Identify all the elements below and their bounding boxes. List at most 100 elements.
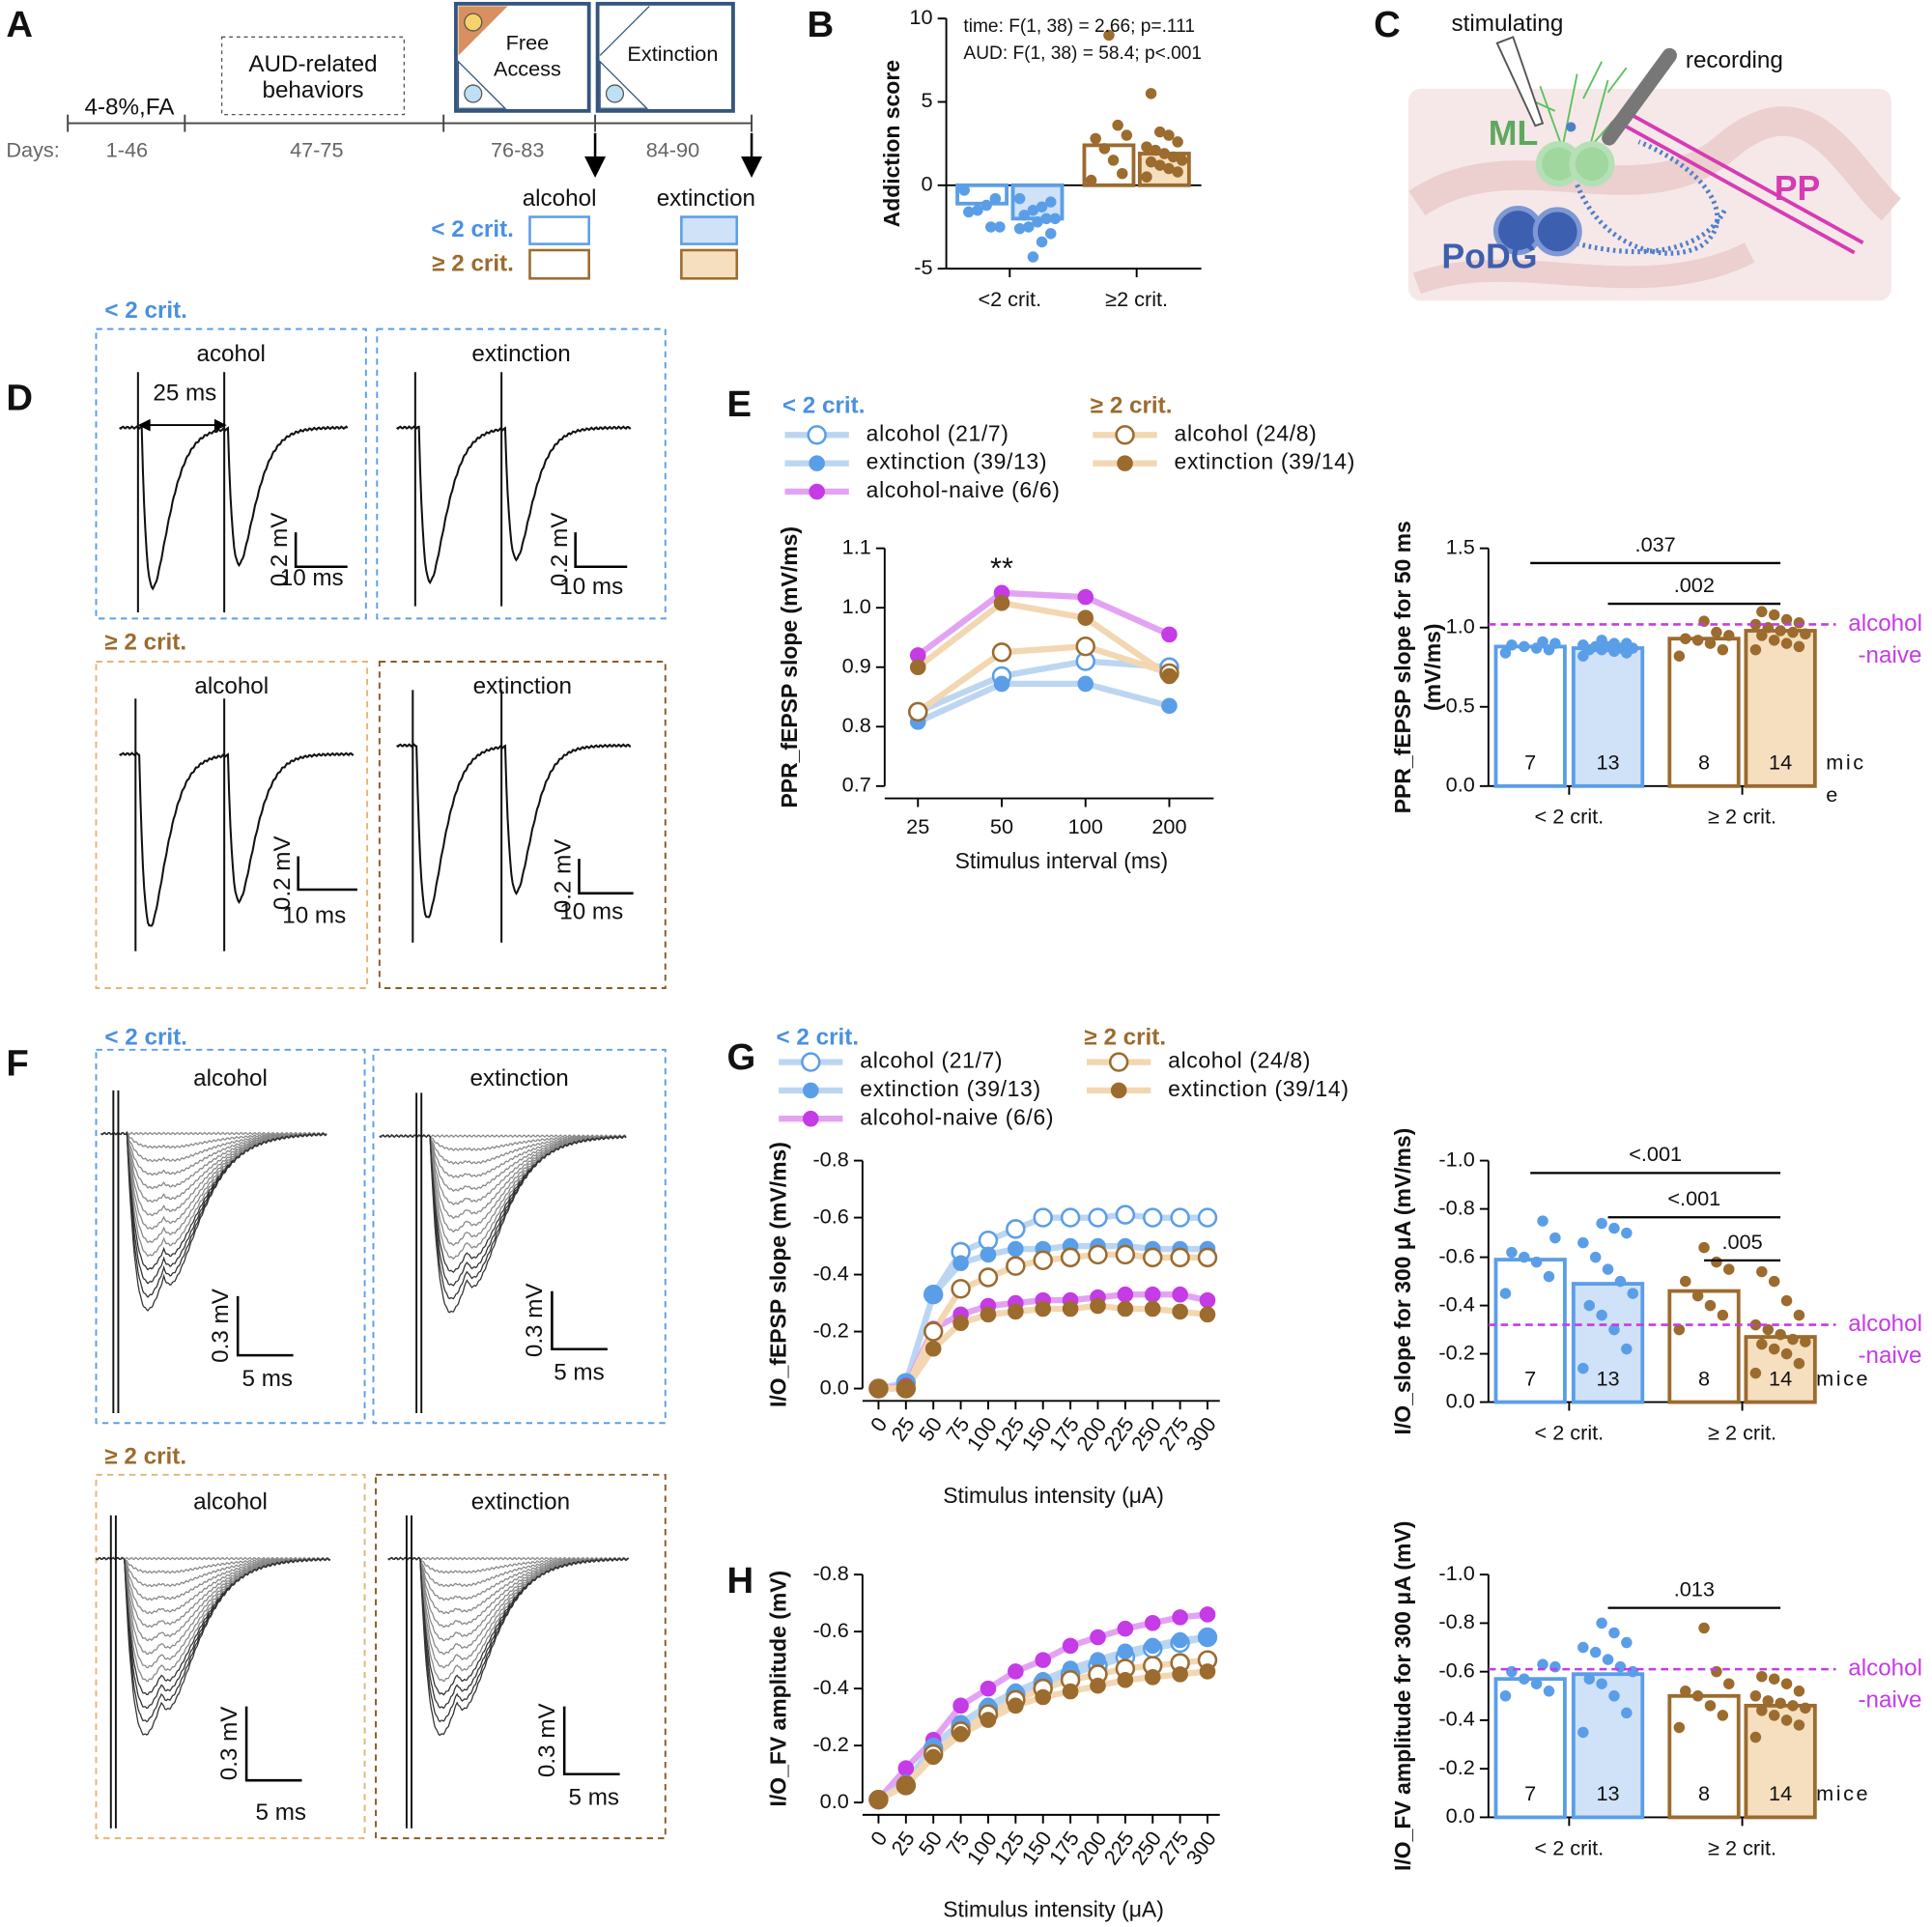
data-point xyxy=(1717,643,1729,656)
data-point xyxy=(1197,1247,1218,1268)
data-point xyxy=(1756,1670,1768,1683)
data-point xyxy=(1172,1286,1188,1303)
bar xyxy=(1493,1258,1567,1404)
data-point xyxy=(980,1306,997,1323)
data-point xyxy=(1608,1222,1620,1234)
stim-tip xyxy=(1566,122,1577,132)
data-point xyxy=(1756,1705,1768,1716)
data-point xyxy=(1749,1731,1762,1743)
data-point xyxy=(1793,1357,1805,1370)
data-point xyxy=(1008,1240,1024,1258)
data-point xyxy=(1537,1658,1548,1670)
data-point xyxy=(1154,159,1166,171)
n-label: 8 xyxy=(1698,751,1710,775)
key-column: extinction xyxy=(657,185,755,212)
data-point xyxy=(1049,213,1062,225)
data-point xyxy=(1506,1246,1518,1259)
trace xyxy=(100,1131,327,1312)
y-tick-label: 0.0 xyxy=(820,1374,849,1399)
y-tick-label: -0.6 xyxy=(812,1618,848,1642)
data-point xyxy=(1163,129,1175,141)
line-chart: 0.0 -0.2 -0.4 -0.6 -0.8 I/O_fEPSP slope (mV/m… xyxy=(765,1025,1349,1508)
series-line xyxy=(916,642,1171,715)
data-point xyxy=(1775,1328,1786,1341)
data-point xyxy=(1749,1318,1762,1331)
arrow-head xyxy=(137,418,151,432)
scale-label: 0.2 mV xyxy=(267,512,293,587)
data-point xyxy=(1530,1256,1543,1268)
data-point xyxy=(1117,1643,1134,1660)
data-point xyxy=(1711,626,1722,638)
data-point xyxy=(1762,1323,1774,1336)
data-point xyxy=(1787,626,1799,638)
data-point xyxy=(1768,1343,1780,1355)
data-point xyxy=(1008,1663,1024,1680)
data-point xyxy=(1141,171,1152,183)
scale-label: 0.3 mV xyxy=(208,1288,234,1363)
data-point xyxy=(1090,1297,1106,1315)
data-point xyxy=(1614,1660,1627,1673)
data-point xyxy=(1033,1250,1053,1271)
data-point xyxy=(1172,1666,1188,1683)
tissue-band xyxy=(1408,106,1902,221)
data-point xyxy=(1621,638,1633,649)
stats-annotation: time: F(1, 38) = 2.66; p=.111 xyxy=(963,16,1195,37)
icon xyxy=(605,84,625,103)
legend-marker xyxy=(1108,1052,1129,1072)
n-unit: mice xyxy=(1816,1781,1870,1805)
trace-frame xyxy=(95,1473,366,1840)
data-point xyxy=(1698,1622,1710,1634)
panel-letter: F xyxy=(6,1042,28,1084)
data-point xyxy=(1673,650,1686,662)
data-point xyxy=(1143,1247,1163,1268)
n-label: 14 xyxy=(1769,1366,1792,1390)
data-point xyxy=(1711,1256,1722,1268)
data-point xyxy=(1115,1244,1136,1265)
scale-label: 0.3 mV xyxy=(522,1283,548,1358)
phase-label: Access xyxy=(494,56,561,80)
data-point xyxy=(1621,1227,1633,1239)
data-point xyxy=(1780,638,1793,649)
data-point xyxy=(1103,29,1115,42)
phase-label: AUD-related xyxy=(248,51,377,77)
scale-label: 5 ms xyxy=(554,1360,604,1386)
key-swatch xyxy=(680,215,739,245)
trace-frame xyxy=(372,1048,667,1425)
trace-title: extinction xyxy=(469,1065,568,1091)
y-tick-label: -0.4 xyxy=(812,1675,848,1699)
data-point xyxy=(1596,635,1607,646)
cell xyxy=(1532,207,1582,257)
data-point xyxy=(1549,1660,1561,1673)
data-point xyxy=(1577,1726,1589,1739)
data-point xyxy=(1614,1275,1627,1288)
data-point xyxy=(1090,1677,1106,1694)
data-point xyxy=(1583,1673,1595,1685)
data-point xyxy=(1596,1309,1607,1321)
data-point xyxy=(1172,1303,1188,1320)
data-point xyxy=(1673,1323,1686,1336)
x-tick-label: < 2 crit. xyxy=(1535,805,1605,829)
data-point xyxy=(897,1777,915,1794)
y-tick-label: 0.7 xyxy=(842,773,871,797)
y-tick-label: 0.9 xyxy=(842,653,871,677)
data-point xyxy=(1167,151,1179,163)
y-tick-label: -0.2 xyxy=(1438,1755,1474,1779)
bar xyxy=(1571,1672,1645,1820)
legend-label: alcohol (24/8) xyxy=(1175,420,1318,445)
group-label: ≥ 2 crit. xyxy=(104,1443,186,1469)
data-point xyxy=(1704,1299,1717,1312)
data-point xyxy=(1154,126,1166,138)
y-tick-label: 0.0 xyxy=(820,1789,849,1813)
trace xyxy=(100,1131,327,1136)
key-column: alcohol xyxy=(523,185,597,212)
y-tick-label: -0.8 xyxy=(812,1147,848,1171)
panel-letter: C xyxy=(1374,4,1401,45)
data-point xyxy=(1077,588,1094,606)
x-tick-label: 300 xyxy=(1181,1413,1221,1456)
data-point xyxy=(1161,626,1178,643)
data-point xyxy=(1596,1217,1607,1230)
trace xyxy=(119,425,349,591)
tissue-band xyxy=(1412,242,1755,295)
legend-group: ≥ 2 crit. xyxy=(1084,1025,1166,1051)
